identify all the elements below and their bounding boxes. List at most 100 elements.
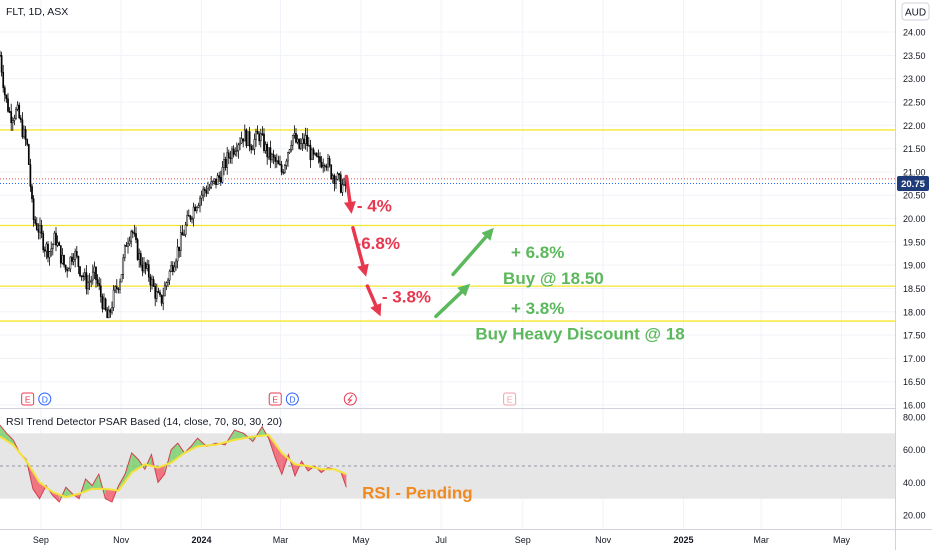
candle-body xyxy=(208,187,211,190)
candle-body xyxy=(7,98,9,112)
candle-body xyxy=(32,198,35,221)
split-marker xyxy=(343,392,357,406)
candle-body xyxy=(255,131,257,140)
price-tick-label: 18.50 xyxy=(903,284,926,294)
candle-body xyxy=(87,282,89,290)
rsi-tick-label: 60.00 xyxy=(903,445,926,455)
candle-body xyxy=(59,245,62,264)
time-tick-label: May xyxy=(833,535,851,545)
candle-body xyxy=(181,232,184,236)
price-tick-label: 22.00 xyxy=(903,121,926,131)
time-tick-label: Jul xyxy=(435,535,447,545)
candle-body xyxy=(229,157,232,159)
candle-body xyxy=(5,94,8,99)
candle-body xyxy=(197,205,200,208)
candle-body xyxy=(155,291,158,299)
price-tick-label: 16.50 xyxy=(903,377,926,387)
candle-body xyxy=(24,129,27,140)
candle-body xyxy=(283,165,286,173)
candle-body xyxy=(261,133,264,135)
candle-body xyxy=(2,71,5,88)
candle-body xyxy=(157,291,160,293)
candle-body xyxy=(272,154,275,158)
projection-arrow-shaft xyxy=(344,174,352,204)
candle-body xyxy=(160,294,163,304)
candle-body xyxy=(327,158,329,168)
candle-body xyxy=(114,286,117,291)
candle-body xyxy=(243,129,246,142)
candle-body xyxy=(203,188,206,191)
candle-body xyxy=(264,144,267,151)
candle-body xyxy=(343,178,345,185)
candle-body xyxy=(75,251,78,257)
earnings-marker-label: E xyxy=(25,395,31,405)
candle-body xyxy=(74,251,77,260)
candle-body xyxy=(251,148,254,151)
candle-body xyxy=(237,144,240,151)
time-tick-label: Mar xyxy=(273,535,289,545)
candle-body xyxy=(319,156,321,163)
candle-body xyxy=(242,138,245,142)
currency-label: AUD xyxy=(905,8,926,19)
split-marker-icon xyxy=(347,394,353,404)
candle-body xyxy=(125,245,128,247)
candle-body xyxy=(23,129,25,138)
candle-body xyxy=(115,286,118,289)
candle-body xyxy=(275,160,278,162)
candle-body xyxy=(34,219,37,224)
price-tick-label: 23.50 xyxy=(903,51,926,61)
candle-body xyxy=(290,145,293,150)
dividend-marker xyxy=(38,392,52,406)
rsi-fill-segment xyxy=(65,487,73,498)
candle-body xyxy=(96,279,99,284)
candle-body xyxy=(338,173,341,176)
currency-button[interactable] xyxy=(901,2,930,21)
candle-body xyxy=(333,175,336,184)
candle-body xyxy=(3,87,6,96)
candle-body xyxy=(341,184,344,193)
candle-body xyxy=(168,271,171,281)
candle-body xyxy=(175,260,177,268)
candle-body xyxy=(91,271,94,281)
price-tick-label: 22.50 xyxy=(903,97,926,107)
price-tick-label: 19.00 xyxy=(903,261,926,271)
candle-body xyxy=(90,279,93,282)
candle-body xyxy=(325,166,328,168)
candle-body xyxy=(45,243,48,252)
candle-body xyxy=(39,225,41,233)
candle-body xyxy=(18,104,21,119)
candle-body xyxy=(79,266,81,276)
time-tick-label: Nov xyxy=(113,535,130,545)
rsi-fill-segment xyxy=(32,471,40,499)
price-tick-label: 24.00 xyxy=(903,28,926,38)
candle-body xyxy=(109,309,112,313)
candle-body xyxy=(277,160,280,165)
candle-body xyxy=(58,242,61,246)
candle-body xyxy=(211,180,214,183)
rsi-axis-ticks: 80.00 60.00 40.00 20.00 xyxy=(903,413,926,521)
candle-body xyxy=(149,276,152,286)
projection-arrow-head xyxy=(357,263,369,277)
rsi-fill-segment xyxy=(131,452,139,473)
candle-body xyxy=(178,246,181,251)
candle-body xyxy=(141,264,144,272)
candle-body xyxy=(195,207,198,212)
rsi-annotation: RSI - Pending xyxy=(362,484,473,503)
candle-body xyxy=(104,298,107,310)
candle-body xyxy=(162,295,165,304)
candle-body xyxy=(122,257,125,275)
candle-body xyxy=(43,249,46,252)
candle-body xyxy=(288,149,291,153)
candle-body xyxy=(16,104,19,110)
candle-body xyxy=(85,272,88,290)
candle-body xyxy=(165,282,168,287)
candle-body xyxy=(320,161,323,168)
rsi-signal-line xyxy=(0,433,347,499)
dividend-marker-label: D xyxy=(289,395,295,405)
candle-body xyxy=(223,159,225,168)
candle-body xyxy=(56,242,59,246)
rsi-indicator-title: RSI Trend Detector PSAR Based (14, close… xyxy=(6,416,282,428)
time-tick-label: 2024 xyxy=(191,535,211,545)
candle-body xyxy=(152,279,155,287)
candle-body xyxy=(271,154,273,161)
